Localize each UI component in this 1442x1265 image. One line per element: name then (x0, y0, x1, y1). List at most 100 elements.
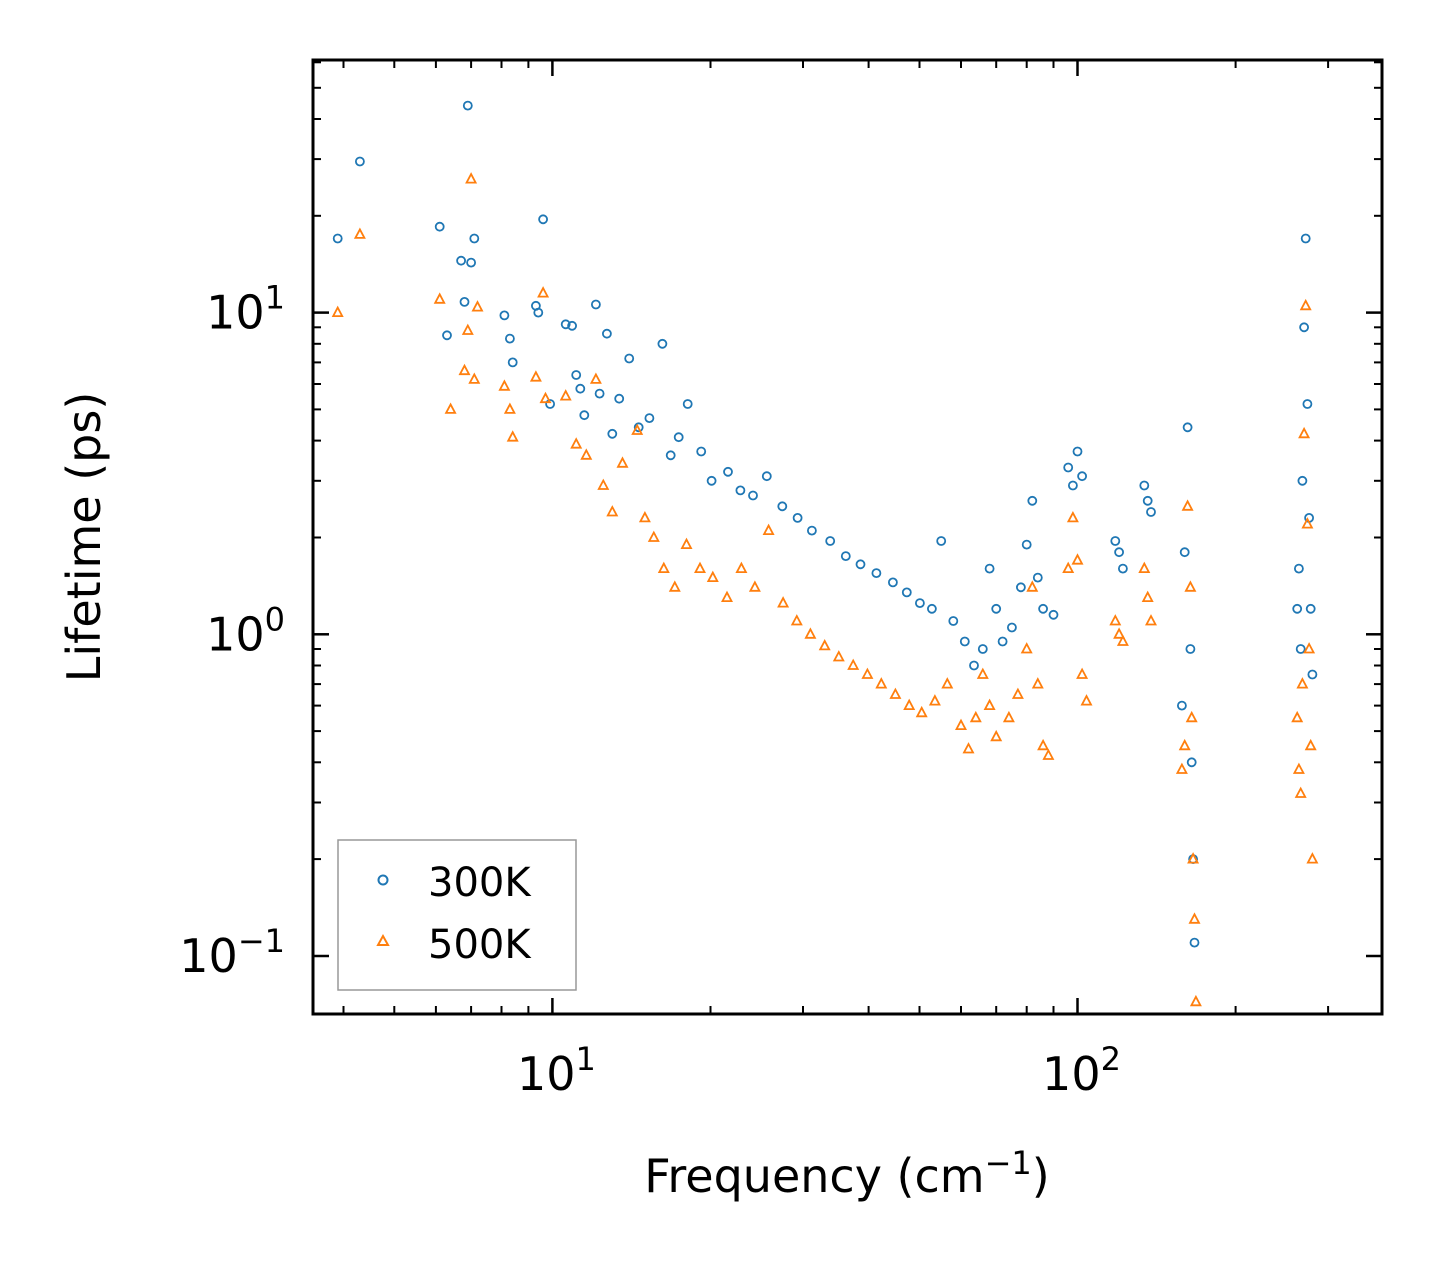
point-300k-91 (1307, 669, 1318, 680)
point-500k-6 (465, 172, 478, 184)
point-500k-5 (461, 323, 474, 335)
point-300k-71 (1118, 563, 1128, 574)
x-tick-label: 101 (517, 1040, 596, 1101)
point-300k-6 (462, 100, 473, 111)
point-300k-9 (499, 310, 510, 321)
point-300k-77 (1182, 422, 1193, 433)
point-500k-63 (1076, 667, 1089, 679)
point-300k-66 (1068, 480, 1078, 491)
point-500k-39 (847, 658, 860, 670)
point-500k-26 (668, 580, 681, 592)
point-500k-21 (616, 456, 629, 468)
point-500k-10 (503, 402, 516, 414)
point-300k-27 (633, 422, 644, 433)
point-300k-10 (504, 333, 515, 344)
point-300k-29 (657, 338, 668, 349)
legend: 300K 500K (337, 839, 577, 991)
point-300k-21 (591, 299, 601, 310)
point-300k-63 (1038, 603, 1048, 614)
point-300k-16 (560, 319, 571, 330)
point-300k-73 (1142, 495, 1153, 506)
point-300k-13 (533, 307, 544, 318)
point-300k-0 (332, 233, 343, 244)
point-500k-81 (1294, 786, 1307, 798)
point-300k-76 (1179, 547, 1190, 558)
point-500k-62 (1071, 553, 1084, 565)
point-500k-54 (1011, 687, 1024, 699)
point-300k-3 (442, 330, 452, 341)
y-axis-label: Lifetime (ps) (57, 392, 111, 683)
point-500k-34 (777, 596, 790, 608)
point-500k-22 (631, 423, 644, 435)
point-500k-50 (976, 667, 989, 679)
point-300k-85 (1297, 475, 1308, 486)
point-500k-80 (1292, 762, 1305, 774)
point-300k-25 (614, 393, 625, 404)
point-500k-8 (471, 300, 484, 312)
point-300k-57 (997, 636, 1008, 647)
point-500k-23 (638, 510, 651, 523)
point-300k-35 (723, 466, 733, 477)
point-500k-64 (1080, 694, 1093, 706)
point-300k-19 (575, 383, 586, 394)
point-300k-40 (792, 513, 803, 523)
point-300k-90 (1305, 603, 1316, 614)
point-500k-1 (353, 227, 366, 239)
point-500k-37 (818, 638, 831, 651)
point-300k-23 (602, 328, 612, 339)
point-300k-32 (682, 399, 693, 409)
point-300k-7 (466, 257, 477, 268)
point-500k-52 (990, 729, 1003, 742)
point-300k-41 (807, 525, 817, 536)
point-300k-67 (1072, 446, 1083, 457)
point-300k-24 (607, 428, 618, 439)
point-500k-65 (1109, 614, 1122, 626)
x-tick-label: 102 (1042, 1040, 1121, 1101)
point-500k-17 (580, 448, 593, 460)
point-500k-47 (955, 718, 967, 730)
plot-frame (311, 58, 1384, 1016)
point-500k-86 (1303, 642, 1316, 654)
point-300k-81 (1189, 937, 1200, 948)
point-500k-88 (1306, 852, 1319, 864)
point-300k-79 (1186, 757, 1197, 768)
tick-labels: 101 102 10−1 100 101 (179, 279, 1121, 1101)
point-300k-17 (567, 320, 577, 331)
point-300k-48 (915, 598, 925, 608)
point-500k-73 (1181, 499, 1194, 511)
point-300k-43 (840, 551, 851, 561)
point-500k-43 (903, 698, 916, 710)
point-300k-45 (871, 568, 882, 578)
point-300k-70 (1114, 547, 1124, 558)
point-300k-8 (469, 233, 480, 244)
point-500k-68 (1138, 561, 1151, 573)
point-500k-36 (804, 627, 817, 639)
point-500k-85 (1301, 517, 1314, 529)
legend-marker-500k (376, 933, 390, 946)
point-500k-74 (1184, 580, 1197, 592)
y-tick-label: 10−1 (179, 922, 285, 983)
point-300k-53 (969, 660, 979, 671)
point-500k-16 (570, 437, 583, 449)
y-tick-label: 100 (206, 600, 285, 661)
point-500k-35 (790, 614, 803, 626)
point-300k-88 (1302, 399, 1313, 409)
point-300k-1 (354, 156, 365, 167)
point-300k-87 (1300, 233, 1311, 244)
point-300k-62 (1032, 572, 1043, 583)
point-300k-60 (1021, 539, 1032, 550)
point-500k-7 (468, 372, 481, 384)
point-500k-51 (983, 698, 996, 710)
point-300k-78 (1185, 644, 1196, 654)
point-300k-47 (901, 587, 912, 598)
point-300k-56 (991, 603, 1002, 614)
point-300k-72 (1139, 480, 1150, 491)
point-300k-18 (571, 370, 582, 380)
point-300k-54 (977, 644, 988, 654)
point-300k-26 (624, 353, 635, 364)
point-500k-33 (762, 523, 775, 535)
y-tick-label: 101 (206, 279, 285, 340)
point-300k-86 (1299, 322, 1309, 333)
point-500k-70 (1145, 614, 1157, 626)
point-500k-2 (433, 292, 446, 304)
